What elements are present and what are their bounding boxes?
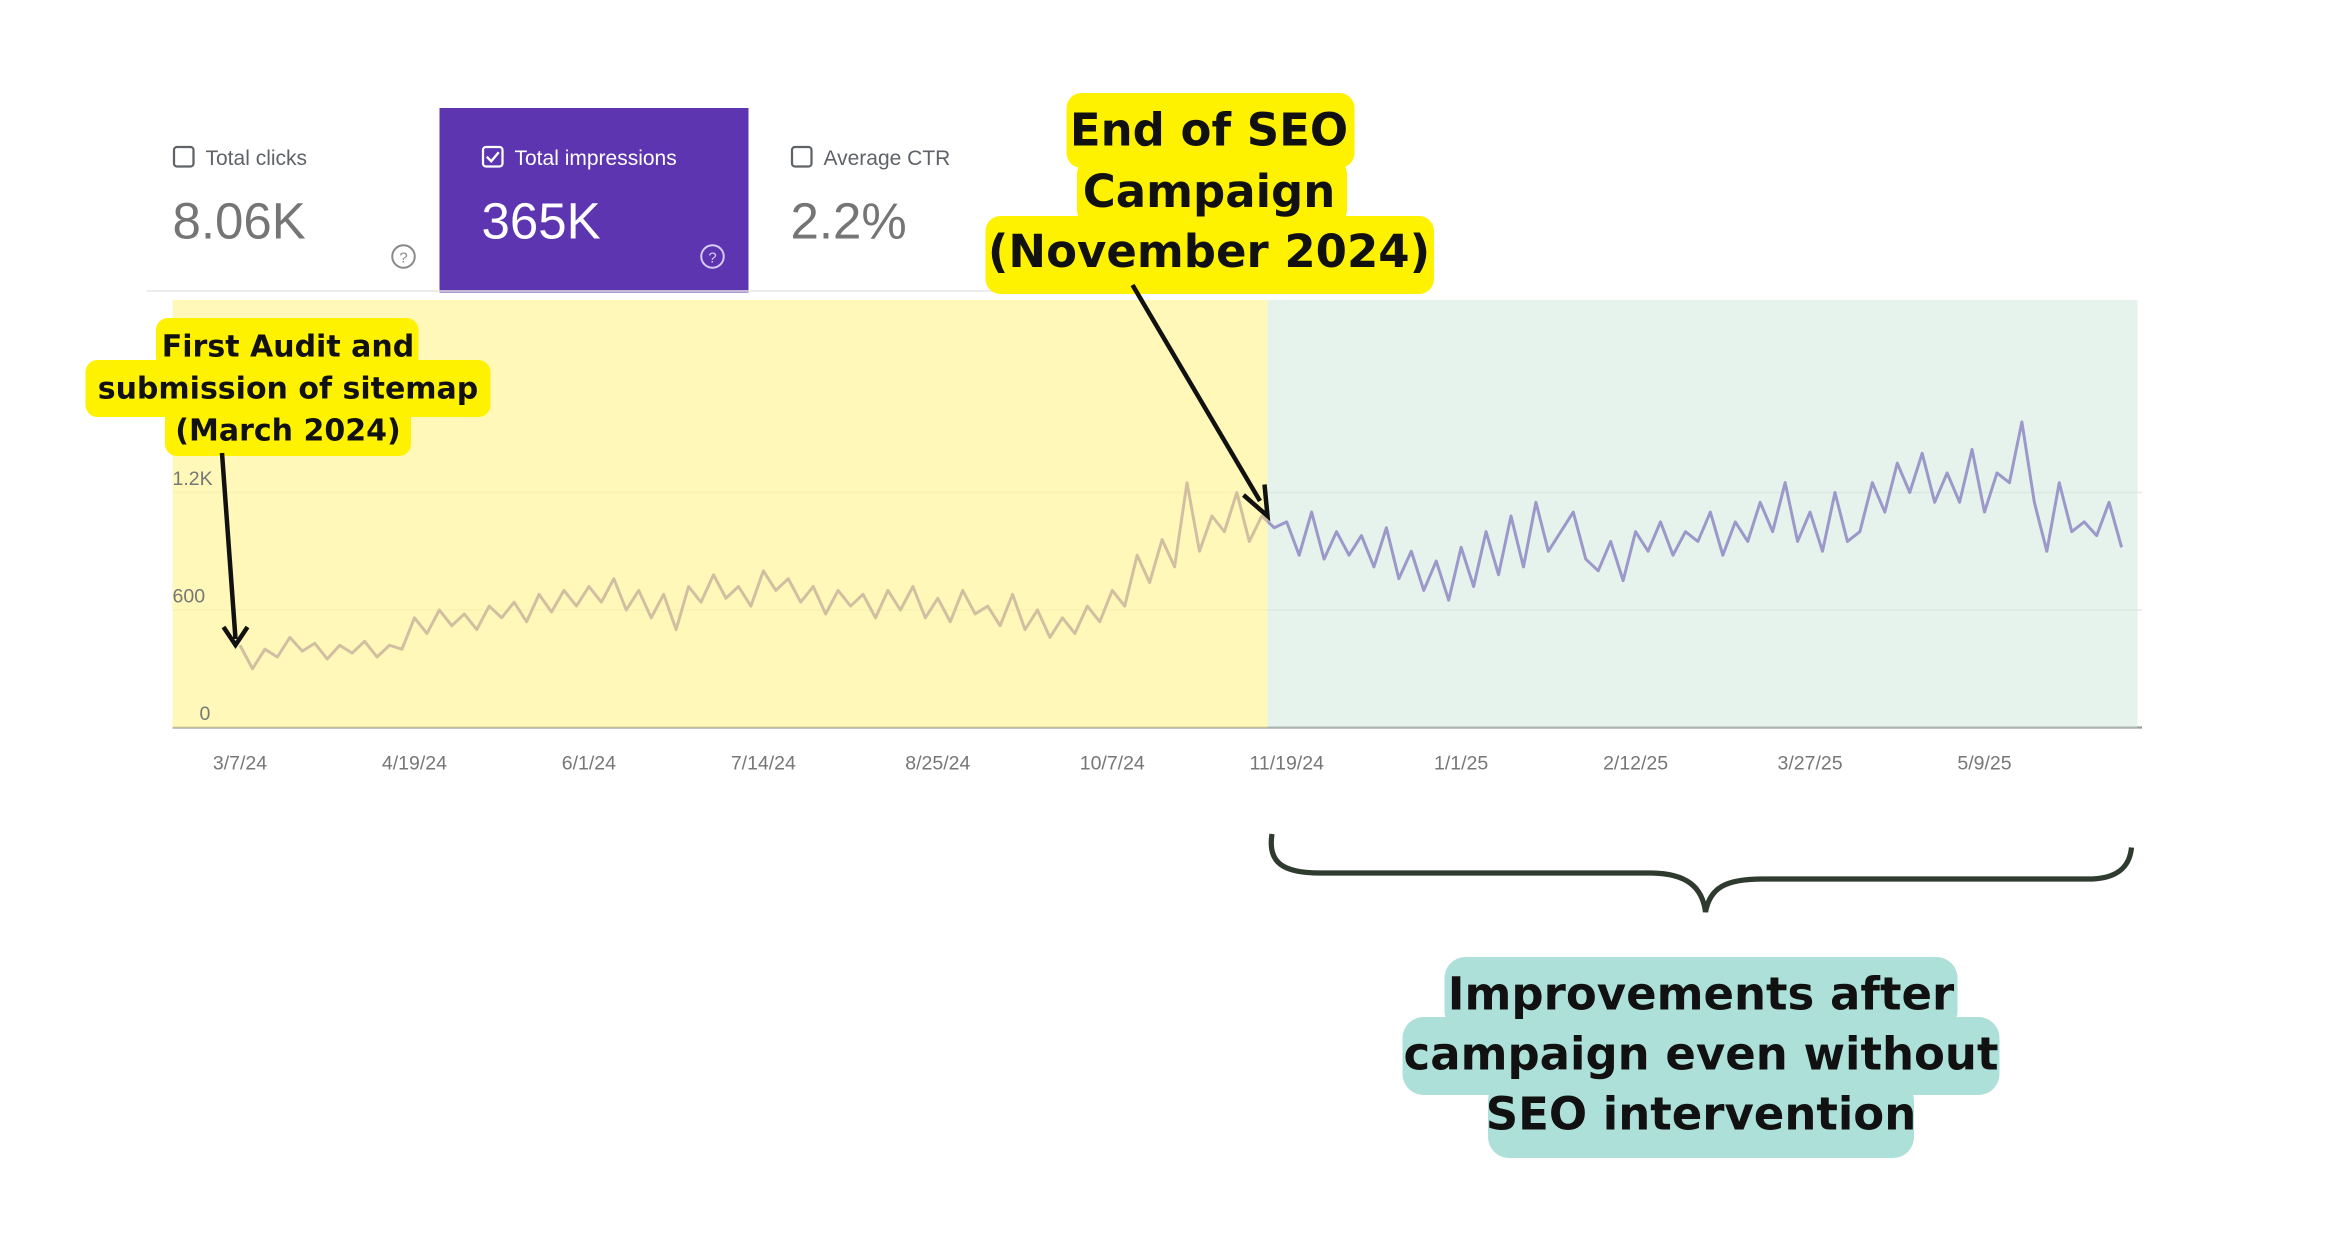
- annotation-text: SEO intervention: [1486, 1088, 1917, 1141]
- annotation-box: [85, 360, 491, 417]
- annotation-text: Campaign: [1083, 165, 1336, 218]
- x-tick-label: 2/12/25: [1603, 753, 1668, 775]
- help-icon: ?: [708, 250, 716, 267]
- checkbox[interactable]: [172, 145, 195, 168]
- annotation-box: [1077, 159, 1347, 225]
- card[interactable]: [147, 108, 440, 293]
- metric-label: Total impressions: [515, 147, 677, 170]
- annotation-box: [156, 318, 419, 369]
- x-tick-label: 7/14/24: [731, 753, 796, 775]
- x-tick-label: 6/1/24: [562, 753, 616, 775]
- chart: 3/7/24 4/19/24 6/1/24 7/14/24 8/25/24 10/7/24…: [172, 300, 2142, 775]
- x-tick-label: 4/19/24: [382, 753, 447, 775]
- annotation-text: First Audit and: [162, 330, 414, 365]
- arrowhead: [1242, 484, 1271, 522]
- x-tick-label: 3/7/24: [213, 753, 267, 775]
- x-tick-label: 3/27/25: [1778, 753, 1843, 775]
- x-tick-label: 10/7/24: [1080, 753, 1145, 775]
- help-icon: ?: [399, 250, 407, 267]
- metric-label: Average CTR: [824, 147, 951, 170]
- annotation-text: submission of sitemap: [98, 372, 479, 407]
- x-tick-label: 1/1/25: [1434, 753, 1488, 775]
- annotation-box: [1444, 957, 1958, 1032]
- annotation-box: [1488, 1080, 1914, 1158]
- y-tick-label: 0: [200, 703, 211, 725]
- x-tick-label: 11/19/24: [1249, 753, 1324, 775]
- x-tick-label: 5/9/25: [1957, 753, 2011, 775]
- brace: [1268, 833, 2135, 913]
- checkbox[interactable]: [790, 145, 813, 168]
- help-icon[interactable]: [391, 244, 416, 269]
- metric-value: 365K: [482, 193, 601, 250]
- card-selected[interactable]: [439, 108, 749, 293]
- metric-value: 8.06K: [173, 193, 306, 250]
- annotation-text: (March 2024): [175, 414, 400, 449]
- arrow: [1130, 283, 1262, 503]
- y-tick-label: 1.2K: [173, 468, 213, 490]
- annotations: End of SEO Campaign (November 2024) Firs…: [85, 93, 2135, 1158]
- metric-label: Total clicks: [206, 147, 308, 170]
- y-tick-label: 600: [173, 586, 206, 608]
- annotation-box: [165, 405, 411, 456]
- arrowhead: [221, 625, 250, 650]
- arrow: [219, 452, 238, 640]
- help-icon[interactable]: [700, 244, 725, 269]
- annotation-box: [985, 216, 1434, 294]
- checkbox[interactable]: [481, 145, 504, 168]
- annotation-box: [1066, 93, 1355, 168]
- x-tick-label: 8/25/24: [905, 753, 970, 775]
- annotation-text: campaign even without: [1404, 1028, 1999, 1081]
- metric-cards: Total clicks 8.06K ? Total impressions 3…: [147, 108, 1065, 293]
- annotation-text: End of SEO: [1070, 104, 1348, 157]
- shade-after: [1267, 300, 2138, 728]
- check: [485, 151, 500, 164]
- metric-value: 2.2%: [791, 193, 907, 250]
- annotation-text: Improvements after: [1448, 968, 1955, 1021]
- annotation-box: [1402, 1017, 2000, 1095]
- annotation-text: (November 2024): [988, 225, 1430, 278]
